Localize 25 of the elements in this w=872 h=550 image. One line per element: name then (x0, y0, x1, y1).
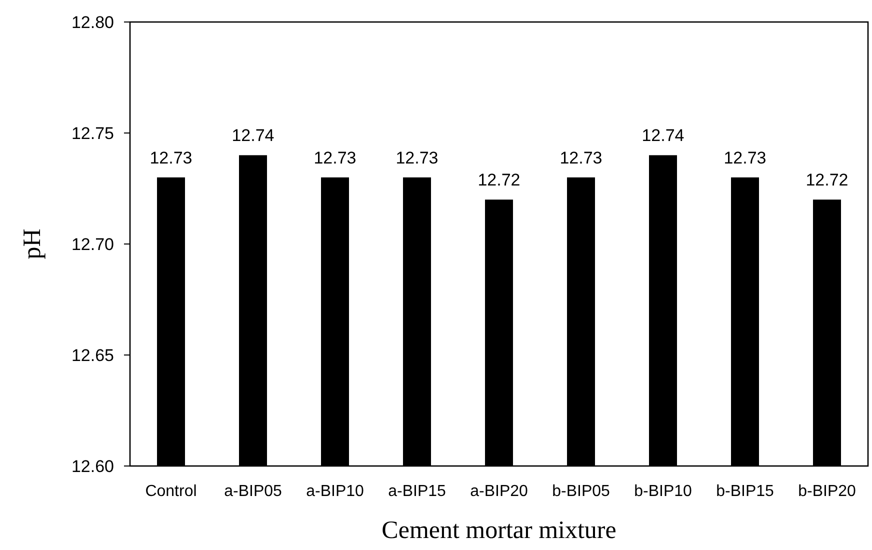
data-label: 12.73 (396, 148, 438, 168)
x-tick-label: Control (145, 483, 197, 500)
data-label: 12.73 (724, 148, 766, 168)
y-tick-label: 12.75 (71, 124, 114, 143)
x-tick-label: a-BIP15 (388, 483, 446, 500)
x-tick-label: b-BIP05 (552, 483, 610, 500)
data-label: 12.73 (560, 148, 602, 168)
x-tick-label: a-BIP05 (224, 483, 282, 500)
y-tick-label: 12.65 (71, 346, 114, 365)
x-tick-label: a-BIP20 (470, 483, 528, 500)
x-tick-label: b-BIP20 (798, 483, 856, 500)
x-tick-label: b-BIP10 (634, 483, 692, 500)
x-tick-label: b-BIP15 (716, 483, 774, 500)
data-label: 12.73 (314, 148, 356, 168)
data-label: 12.72 (478, 170, 520, 190)
data-label: 12.74 (642, 126, 684, 146)
data-label: 12.74 (232, 126, 274, 146)
y-tick-label: 12.70 (71, 234, 114, 254)
x-tick-label: a-BIP10 (306, 483, 364, 500)
data-label: 12.73 (150, 148, 192, 168)
y-tick-label: 12.80 (71, 12, 114, 32)
data-label: 12.72 (806, 170, 848, 190)
y-tick-label: 12.60 (71, 456, 114, 476)
y-axis-title: pH (19, 228, 46, 260)
x-axis-title: Cement mortar mixture (382, 517, 616, 544)
